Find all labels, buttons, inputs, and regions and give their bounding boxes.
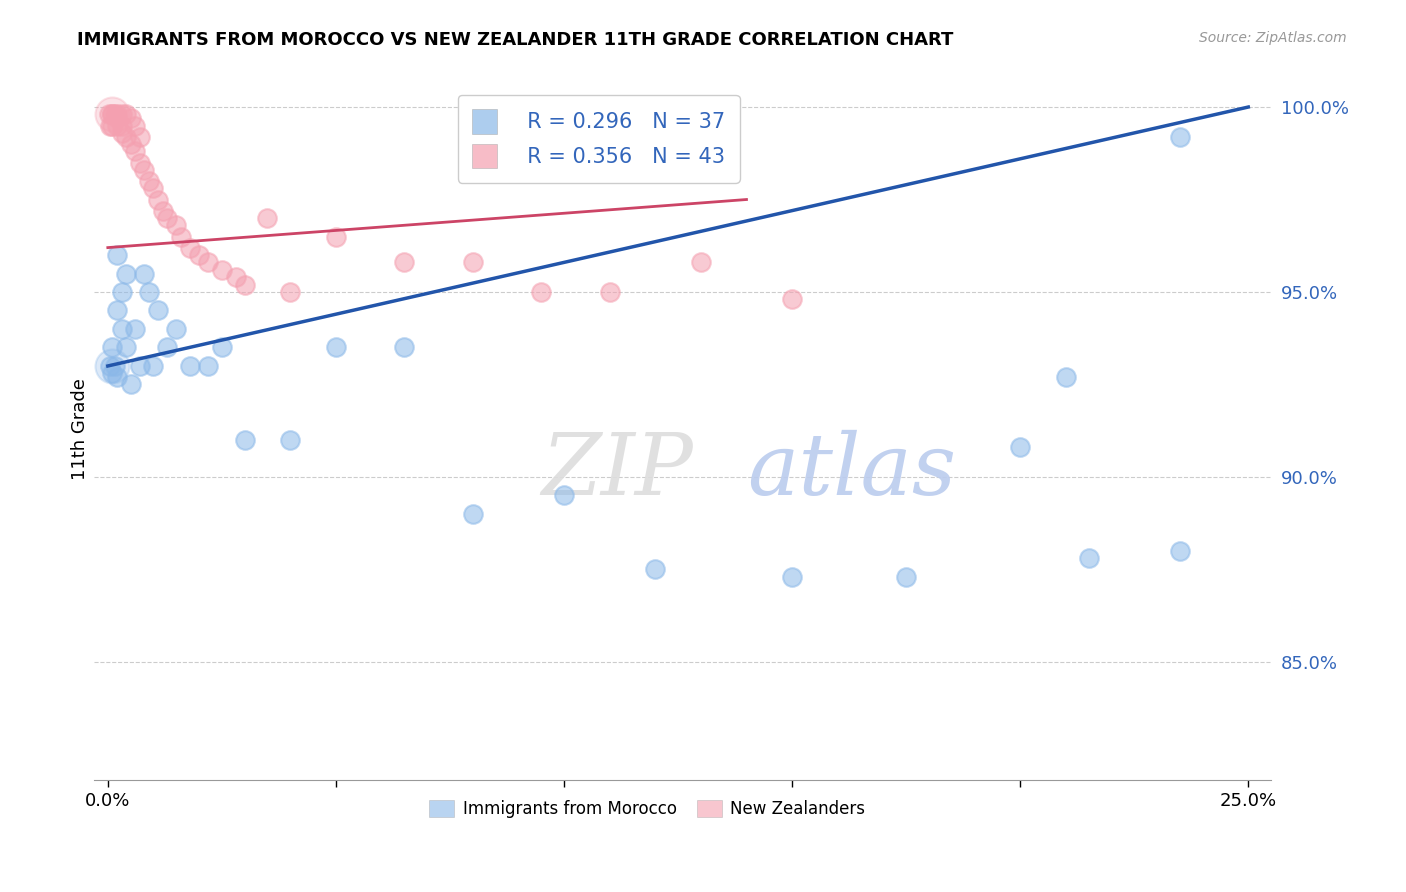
Point [110,322,132,336]
Point [138,174,160,188]
Point [256,211,278,225]
Point [101,119,124,133]
Point [105,370,128,384]
Point [128,155,150,169]
Point [278,285,301,299]
Point [599,285,621,299]
Point [394,341,416,355]
Point [142,359,165,373]
Point [105,111,128,125]
Point [152,203,174,218]
Point [1054,370,1077,384]
Point [124,145,146,159]
Point [146,193,169,207]
Point [325,229,347,244]
Point [188,248,211,262]
Text: IMMIGRANTS FROM MOROCCO VS NEW ZEALANDER 11TH GRADE CORRELATION CHART: IMMIGRANTS FROM MOROCCO VS NEW ZEALANDER… [77,31,953,49]
Point [530,285,553,299]
Point [128,359,150,373]
Y-axis label: 11th Grade: 11th Grade [72,378,89,480]
Point [101,107,124,121]
Point [179,359,201,373]
Point [101,359,124,373]
Text: Source: ZipAtlas.com: Source: ZipAtlas.com [1199,31,1347,45]
Point [104,359,127,373]
Point [98,359,121,373]
Point [120,111,142,125]
Point [225,270,247,285]
Point [128,129,150,144]
Point [124,119,146,133]
Point [156,211,179,225]
Point [134,267,156,281]
Point [233,433,256,447]
Point [142,181,165,195]
Point [115,107,138,121]
Text: atlas: atlas [748,430,956,512]
Text: ZIP: ZIP [541,430,693,512]
Point [101,367,124,381]
Point [278,433,301,447]
Point [156,341,179,355]
Legend: Immigrants from Morocco, New Zealanders: Immigrants from Morocco, New Zealanders [423,793,872,825]
Point [211,262,233,277]
Point [115,267,138,281]
Point [124,322,146,336]
Point [461,255,484,269]
Point [146,303,169,318]
Point [101,107,124,121]
Point [553,488,575,502]
Point [98,119,121,133]
Point [780,293,803,307]
Point [115,129,138,144]
Point [105,248,128,262]
Point [165,322,187,336]
Point [1010,441,1032,455]
Point [179,241,201,255]
Point [115,341,138,355]
Point [325,341,347,355]
Point [233,277,256,292]
Point [120,136,142,151]
Point [98,107,121,121]
Point [101,107,124,121]
Point [461,507,484,521]
Point [165,219,187,233]
Point [110,119,132,133]
Point [394,255,416,269]
Point [644,562,666,576]
Point [120,377,142,392]
Point [1168,544,1191,558]
Point [138,285,160,299]
Point [211,341,233,355]
Point [197,359,219,373]
Point [110,107,132,121]
Point [894,570,917,584]
Point [105,107,128,121]
Point [197,255,219,269]
Point [1168,129,1191,144]
Point [105,303,128,318]
Point [101,341,124,355]
Point [170,229,193,244]
Point [105,119,128,133]
Point [110,285,132,299]
Point [104,107,127,121]
Point [689,255,711,269]
Point [110,126,132,140]
Point [780,570,803,584]
Point [1077,551,1099,566]
Point [134,162,156,177]
